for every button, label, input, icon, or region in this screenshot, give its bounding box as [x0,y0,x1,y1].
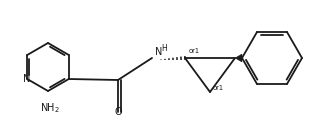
Text: O: O [114,107,122,117]
Text: NH$_2$: NH$_2$ [40,101,60,115]
Text: N: N [22,74,30,84]
Polygon shape [235,54,242,62]
Text: N: N [155,47,162,57]
Text: or1: or1 [189,48,200,54]
Text: H: H [161,44,167,52]
Text: or1: or1 [213,85,224,91]
